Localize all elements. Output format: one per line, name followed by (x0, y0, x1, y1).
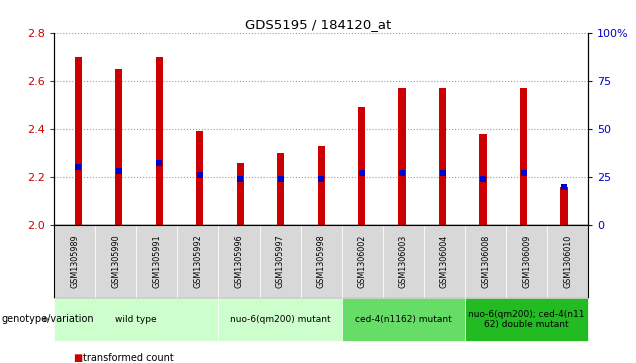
Point (235, 176, 245, 182)
Text: wild type: wild type (116, 315, 157, 324)
Text: GSM1305992: GSM1305992 (193, 234, 202, 288)
Bar (196, 131, 204, 225)
Bar (277, 153, 284, 225)
Point (316, 176, 326, 182)
Bar (237, 163, 244, 225)
Text: GSM1305989: GSM1305989 (70, 234, 79, 288)
Point (518, 170, 529, 176)
Text: GSM1305991: GSM1305991 (152, 234, 162, 288)
Bar (439, 88, 446, 225)
Point (275, 176, 286, 182)
Bar (520, 88, 527, 225)
Point (357, 170, 367, 176)
Point (559, 184, 569, 189)
Text: genotype/variation: genotype/variation (1, 314, 94, 325)
Text: GSM1306003: GSM1306003 (399, 235, 408, 288)
Bar (399, 88, 406, 225)
Point (195, 172, 205, 178)
Text: GDS5195 / 184120_at: GDS5195 / 184120_at (245, 18, 391, 31)
Text: GSM1306009: GSM1306009 (522, 234, 531, 288)
Text: GSM1306002: GSM1306002 (358, 234, 367, 288)
Point (73, 164, 83, 170)
Text: GSM1306008: GSM1306008 (481, 235, 490, 288)
Text: GSM1305998: GSM1305998 (317, 234, 326, 288)
Text: GSM1305997: GSM1305997 (275, 234, 284, 288)
Point (154, 160, 164, 166)
Point (438, 170, 448, 176)
Point (478, 176, 488, 182)
Text: GSM1306010: GSM1306010 (563, 235, 572, 288)
Point (397, 170, 407, 176)
Text: ■: ■ (73, 352, 83, 363)
Bar (560, 187, 568, 225)
Bar (115, 69, 123, 225)
Point (114, 168, 124, 174)
Text: nuo-6(qm200) mutant: nuo-6(qm200) mutant (230, 315, 330, 324)
Bar (74, 57, 82, 225)
Bar (317, 146, 325, 225)
Bar (358, 107, 365, 225)
Text: nuo-6(qm200); ced-4(n11
62) double mutant: nuo-6(qm200); ced-4(n11 62) double mutan… (468, 310, 585, 329)
Text: ced-4(n1162) mutant: ced-4(n1162) mutant (355, 315, 452, 324)
Text: GSM1306004: GSM1306004 (440, 235, 449, 288)
Text: transformed count: transformed count (83, 352, 174, 363)
Bar (156, 57, 163, 225)
Text: GSM1305990: GSM1305990 (111, 234, 120, 288)
Text: GSM1305996: GSM1305996 (235, 234, 244, 288)
Bar (480, 134, 487, 225)
